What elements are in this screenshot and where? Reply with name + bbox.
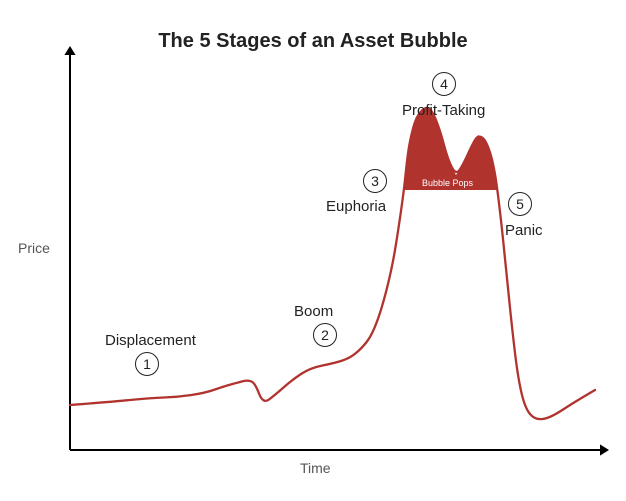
stage-label-4: Profit-Taking xyxy=(402,102,485,119)
stage-number-2: 2 xyxy=(313,323,337,347)
stage-label-3: Euphoria xyxy=(326,198,386,215)
bubble-pops-label: Bubble Pops xyxy=(422,178,473,188)
x-axis-label: Time xyxy=(300,460,331,476)
chart-svg xyxy=(0,0,626,501)
stage-label-5: Panic xyxy=(505,222,543,239)
stage-number-3: 3 xyxy=(363,169,387,193)
chart-container: The 5 Stages of an Asset Bubble Price Ti… xyxy=(0,0,626,501)
stage-number-5: 5 xyxy=(508,192,532,216)
stage-number-1: 1 xyxy=(135,352,159,376)
stage-label-1: Displacement xyxy=(105,332,196,349)
y-axis-label: Price xyxy=(18,240,50,256)
stage-label-2: Boom xyxy=(294,303,333,320)
stage-number-4: 4 xyxy=(432,72,456,96)
